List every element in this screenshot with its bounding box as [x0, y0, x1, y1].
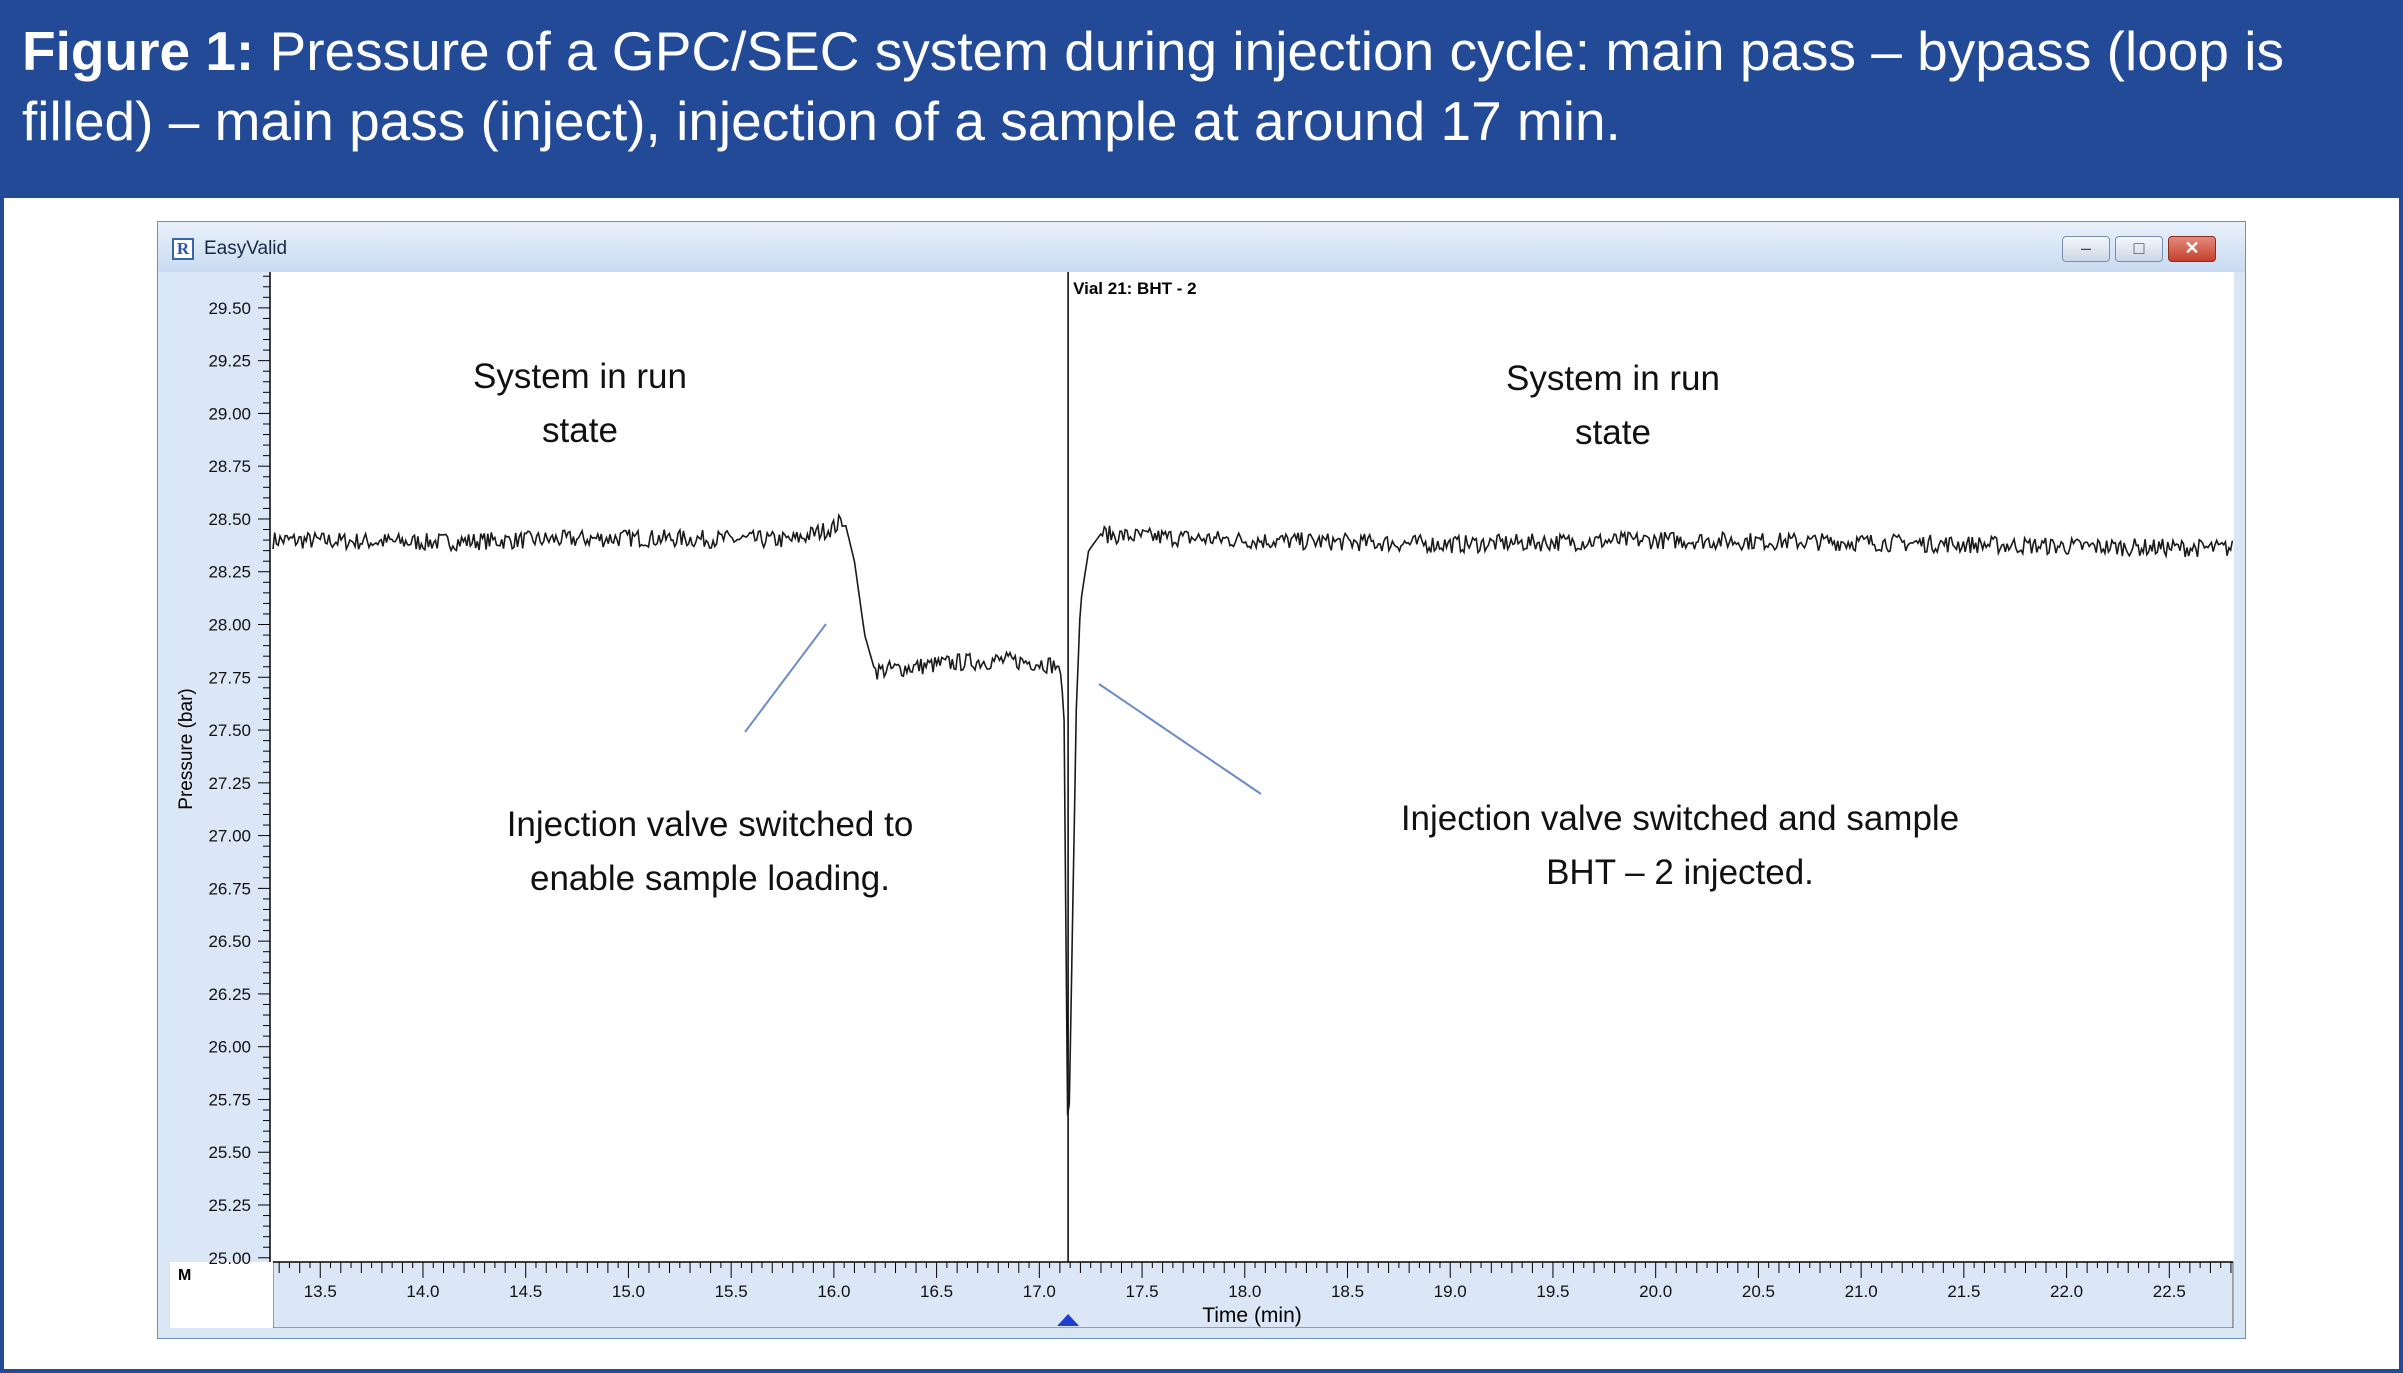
x-tick-label: 13.5 — [304, 1282, 337, 1301]
figure-caption: Figure 1: Pressure of a GPC/SEC system d… — [22, 16, 2382, 156]
x-tick-label: 21.0 — [1845, 1282, 1878, 1301]
y-axis-panel — [170, 272, 270, 1262]
y-tick-label: 27.25 — [208, 774, 251, 793]
y-tick-label: 27.50 — [208, 721, 251, 740]
annotation-pointer-injected — [1098, 683, 1262, 795]
x-tick-label: 22.0 — [2050, 1282, 2083, 1301]
pressure-chart: 29.50 29.25 29.00 28.75 28.50 28.25 28.00 27.75… — [170, 272, 2234, 1328]
x-tick-label: 20.5 — [1742, 1282, 1775, 1301]
x-tick-label: 15.5 — [715, 1282, 748, 1301]
x-tick-label: 22.5 — [2153, 1282, 2186, 1301]
y-tick-label: 25.75 — [208, 1090, 251, 1109]
y-tick-label: 29.50 — [208, 299, 251, 318]
axis-corner — [170, 1262, 273, 1328]
maximize-button[interactable]: □ — [2115, 236, 2163, 262]
close-button[interactable]: ✕ — [2168, 236, 2216, 262]
pressure-trace — [272, 512, 2234, 1116]
y-tick-label: 29.00 — [208, 404, 251, 423]
annotation-run-state-left: System in run state — [370, 350, 790, 458]
x-tick-label: 16.0 — [817, 1282, 850, 1301]
figure-label: Figure 1: — [22, 20, 255, 82]
axis-corner-label: M — [178, 1267, 191, 1284]
x-tick-label: 16.5 — [920, 1282, 953, 1301]
annotation-pointer-loading — [744, 623, 827, 733]
x-tick-label: 15.0 — [612, 1282, 645, 1301]
y-tick-label: 25.25 — [208, 1196, 251, 1215]
window-titlebar[interactable]: R EasyValid – □ ✕ — [158, 222, 2245, 272]
annotation-run-state-right-text: System in run state — [1506, 359, 1720, 452]
y-axis-label: Pressure (bar) — [176, 688, 197, 809]
app-icon: R — [172, 238, 194, 260]
window-title: EasyValid — [204, 238, 288, 259]
x-tick-label: 19.0 — [1434, 1282, 1467, 1301]
maximize-icon: □ — [2133, 238, 2145, 258]
y-tick-label: 26.00 — [208, 1038, 251, 1057]
y-tick-label: 25.50 — [208, 1143, 251, 1162]
x-tick-label: 21.5 — [1947, 1282, 1980, 1301]
y-tick-label: 27.00 — [208, 827, 251, 846]
app-window: R EasyValid – □ ✕ 29.50 29.25 29.00 28.75 28… — [157, 221, 2246, 1339]
injection-marker-triangle — [1057, 1314, 1080, 1326]
annotation-sample-injected: Injection valve switched and sample BHT … — [1260, 792, 2100, 900]
chart-area: 29.50 29.25 29.00 28.75 28.50 28.25 28.00 27.75… — [170, 272, 2234, 1328]
close-icon: ✕ — [2184, 238, 2200, 258]
figure-header: Figure 1: Pressure of a GPC/SEC system d… — [0, 0, 2403, 198]
y-tick-label: 28.25 — [208, 563, 251, 582]
x-tick-label: 19.5 — [1536, 1282, 1569, 1301]
y-tick-label: 26.75 — [208, 879, 251, 898]
x-tick-label: 14.0 — [406, 1282, 439, 1301]
y-tick-label: 28.75 — [208, 457, 251, 476]
y-tick-label: 29.25 — [208, 352, 251, 371]
x-tick-label: 18.5 — [1331, 1282, 1364, 1301]
annotation-sample-loading: Injection valve switched to enable sampl… — [410, 798, 1010, 906]
x-tick-label: 14.5 — [509, 1282, 542, 1301]
x-axis-label: Time (min) — [1202, 1304, 1302, 1327]
minimize-button[interactable]: – — [2062, 236, 2110, 262]
x-tick-label: 18.0 — [1228, 1282, 1261, 1301]
y-tick-label: 27.75 — [208, 668, 251, 687]
y-tick-label: 25.00 — [208, 1249, 251, 1268]
annotation-run-state-right: System in run state — [1403, 352, 1823, 460]
x-tick-label: 20.0 — [1639, 1282, 1672, 1301]
y-tick-label: 28.00 — [208, 616, 251, 635]
figure-caption-text: Pressure of a GPC/SEC system during inje… — [22, 20, 2284, 152]
y-tick-label: 28.50 — [208, 510, 251, 529]
x-tick-label: 17.5 — [1126, 1282, 1159, 1301]
vial-label: Vial 21: BHT - 2 — [1073, 279, 1196, 298]
annotation-sample-injected-text: Injection valve switched and sample BHT … — [1400, 799, 1960, 892]
annotation-run-state-left-text: System in run state — [473, 357, 687, 450]
y-tick-label: 26.25 — [208, 985, 251, 1004]
x-tick-label: 17.0 — [1023, 1282, 1056, 1301]
annotation-sample-loading-text: Injection valve switched to enable sampl… — [506, 805, 914, 898]
y-tick-label: 26.50 — [208, 932, 251, 951]
minimize-icon: – — [2080, 238, 2091, 258]
